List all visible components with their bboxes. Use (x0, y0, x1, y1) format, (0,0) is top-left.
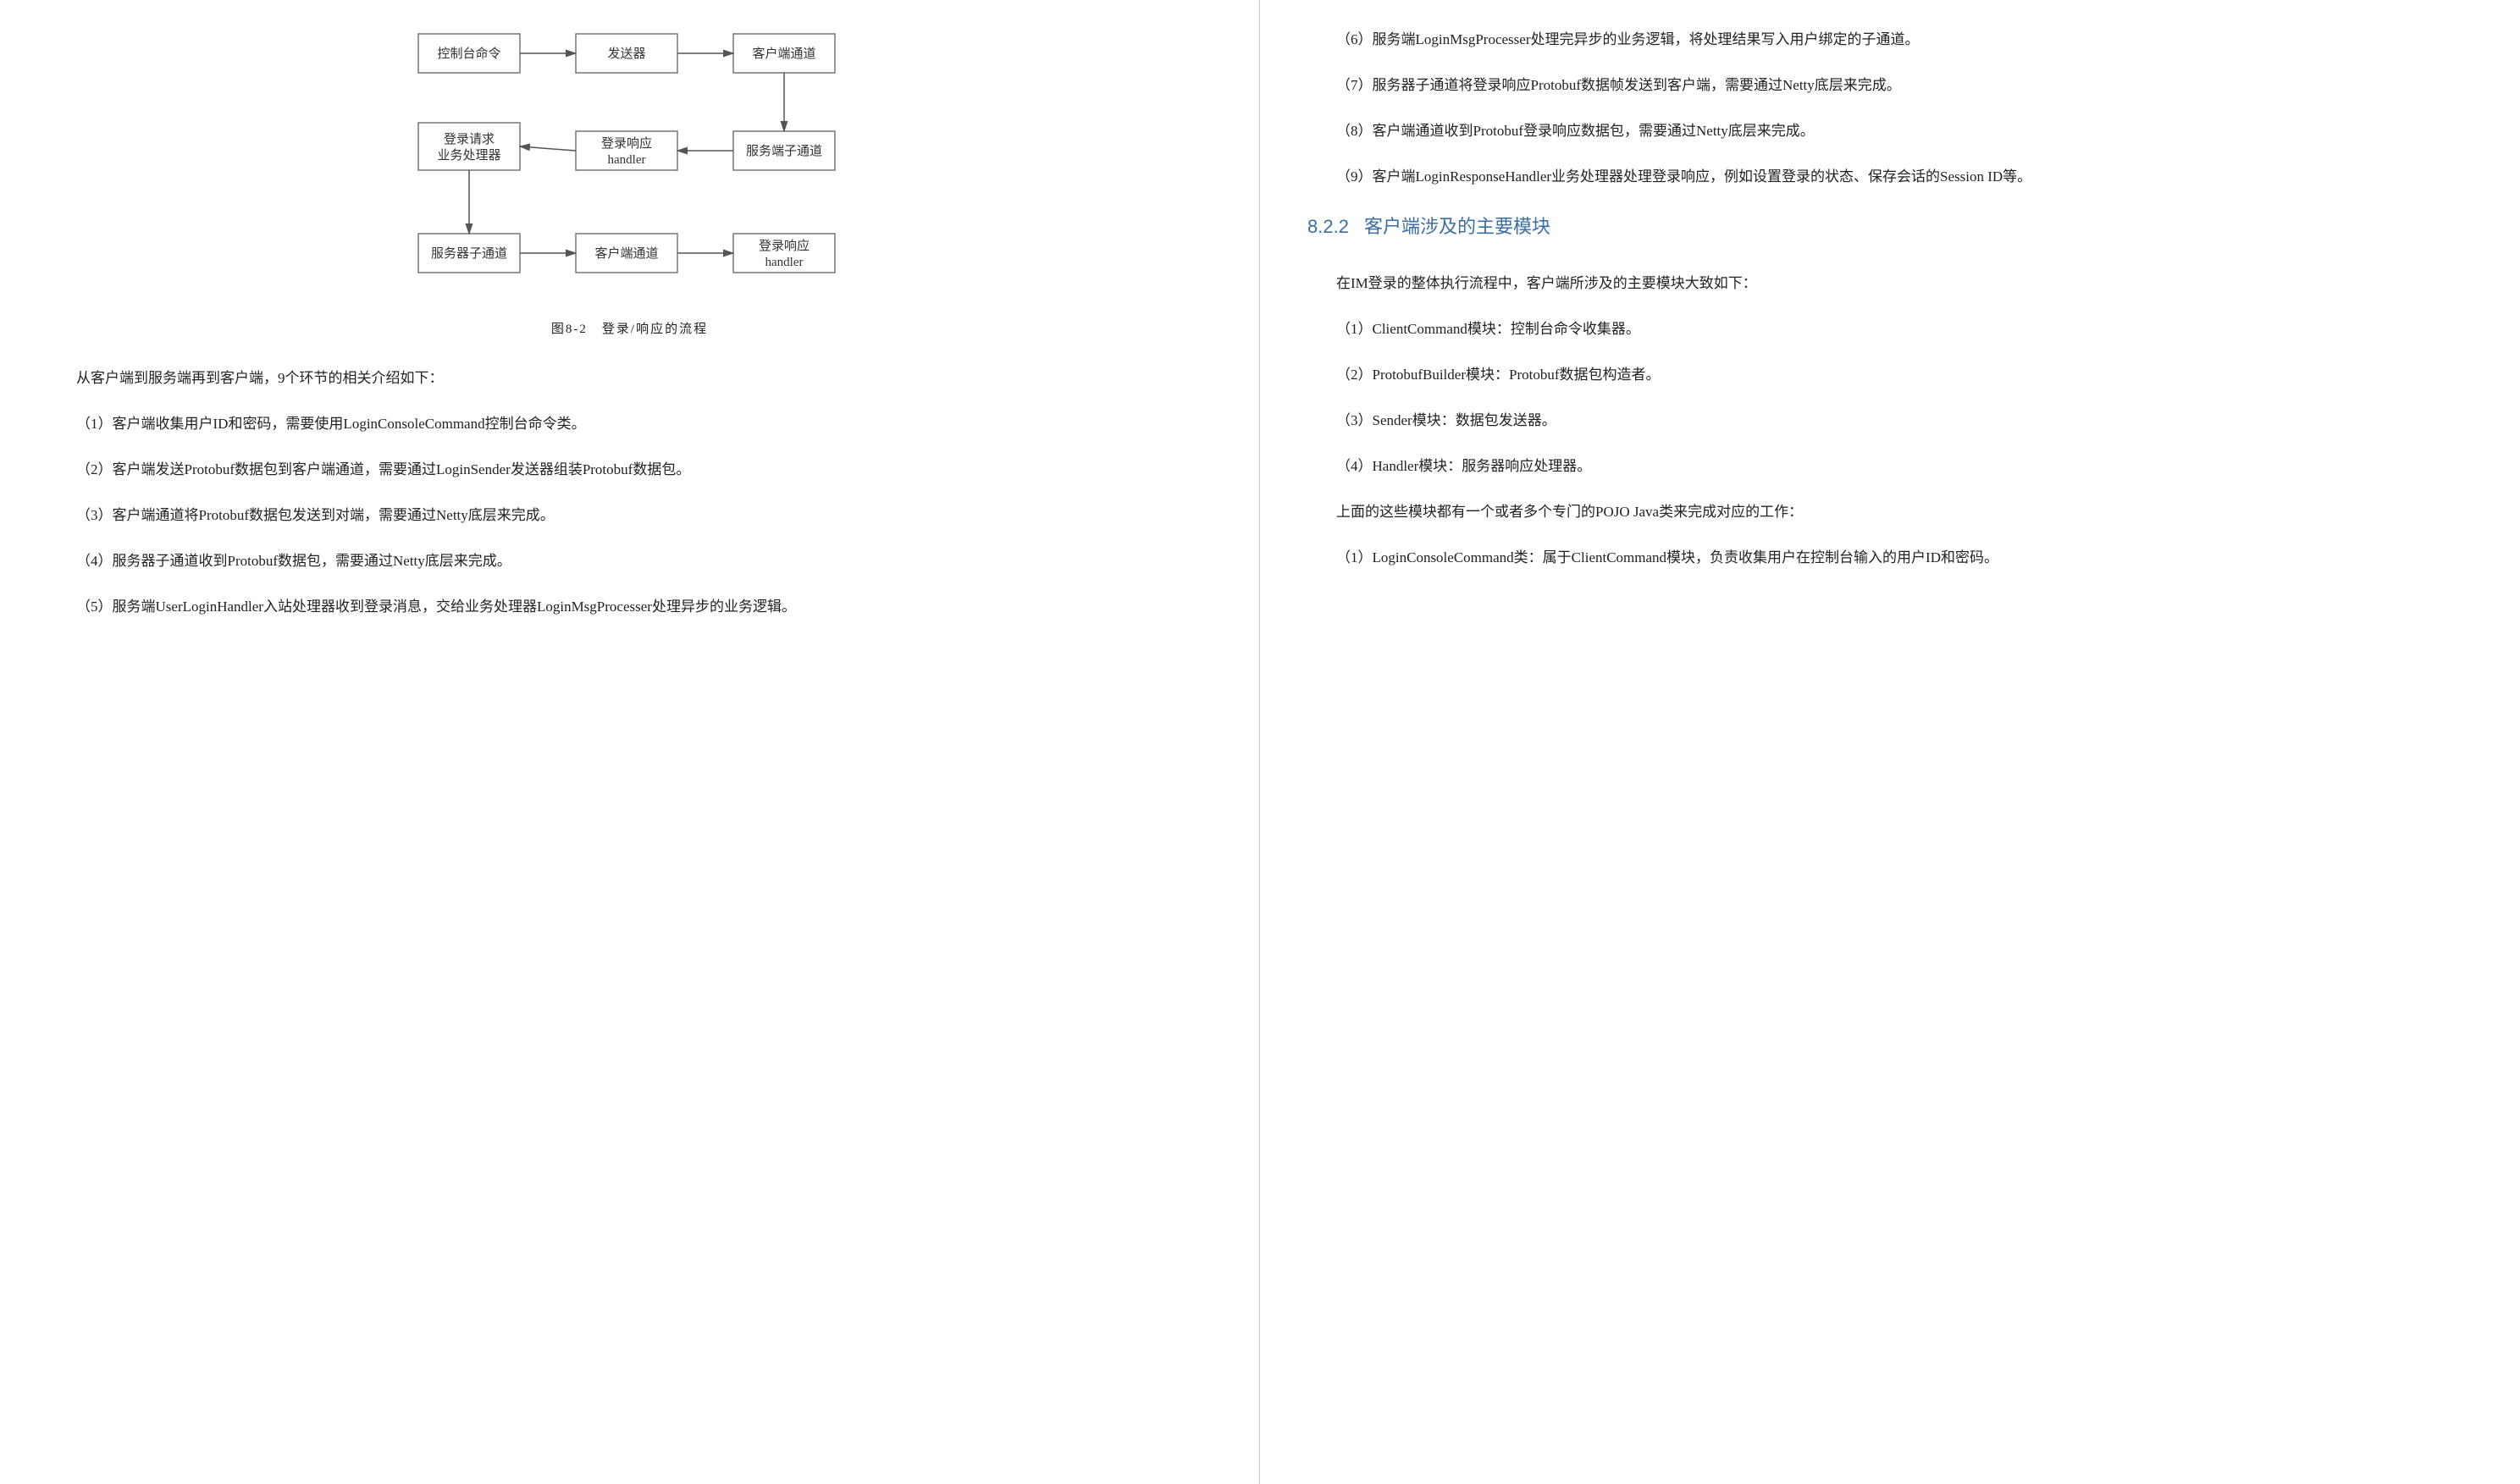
svg-text:业务处理器: 业务处理器 (437, 148, 500, 163)
module-4: （4）Handler模块：服务器响应处理器。 (1307, 452, 2473, 481)
intro-text: 从客户端到服务端再到客户端，9个环节的相关介绍如下： (47, 364, 1212, 393)
class-1: （1）LoginConsoleCommand类：属于ClientCommand模… (1307, 543, 2473, 572)
step-7: （7）服务器子通道将登录响应Protobuf数据帧发送到客户端，需要通过Nett… (1307, 71, 2473, 100)
step-3: （3）客户端通道将Protobuf数据包发送到对端，需要通过Netty底层来完成… (47, 501, 1212, 530)
left-page: 控制台命令发送器客户端通道登录请求业务处理器登录响应handler服务端子通道服… (0, 0, 1260, 1484)
figure-caption: 图8-2 登录/响应的流程 (47, 317, 1212, 342)
flow-diagram: 控制台命令发送器客户端通道登录请求业务处理器登录响应handler服务端子通道服… (393, 25, 867, 306)
svg-text:登录响应: 登录响应 (758, 238, 809, 253)
step-8: （8）客户端通道收到Protobuf登录响应数据包，需要通过Netty底层来完成… (1307, 117, 2473, 146)
step-9: （9）客户端LoginResponseHandler业务处理器处理登录响应，例如… (1307, 163, 2473, 191)
module-1: （1）ClientCommand模块：控制台命令收集器。 (1307, 315, 2473, 344)
classes-intro: 上面的这些模块都有一个或者多个专门的POJO Java类来完成对应的工作： (1307, 498, 2473, 527)
svg-text:登录响应: 登录响应 (600, 135, 651, 151)
modules-intro: 在IM登录的整体执行流程中，客户端所涉及的主要模块大致如下： (1307, 269, 2473, 298)
heading-title: 客户端涉及的主要模块 (1364, 216, 1550, 237)
module-3: （3）Sender模块：数据包发送器。 (1307, 406, 2473, 435)
right-page: （6）服务端LoginMsgProcesser处理完异步的业务逻辑，将处理结果写… (1260, 0, 2520, 1484)
svg-text:登录请求: 登录请求 (443, 132, 494, 146)
step-5: （5）服务端UserLoginHandler入站处理器收到登录消息，交给业务处理… (47, 593, 1212, 621)
module-2: （2）ProtobufBuilder模块：Protobuf数据包构造者。 (1307, 361, 2473, 389)
step-6: （6）服务端LoginMsgProcesser处理完异步的业务逻辑，将处理结果写… (1307, 25, 2473, 54)
svg-text:handler: handler (765, 256, 803, 269)
step-1: （1）客户端收集用户ID和密码，需要使用LoginConsoleCommand控… (47, 410, 1212, 439)
svg-text:发送器: 发送器 (607, 47, 645, 61)
svg-text:handler: handler (607, 153, 645, 167)
step-4: （4）服务器子通道收到Protobuf数据包，需要通过Netty底层来完成。 (47, 547, 1212, 576)
svg-text:控制台命令: 控制台命令 (437, 46, 500, 61)
heading-number: 8.2.2 (1307, 216, 1349, 237)
svg-text:服务端子通道: 服务端子通道 (745, 144, 821, 158)
svg-text:服务器子通道: 服务器子通道 (430, 246, 506, 261)
svg-text:客户端通道: 客户端通道 (752, 47, 815, 61)
step-2: （2）客户端发送Protobuf数据包到客户端通道，需要通过LoginSende… (47, 455, 1212, 484)
section-heading: 8.2.2 客户端涉及的主要模块 (1307, 208, 2473, 245)
svg-text:客户端通道: 客户端通道 (594, 246, 658, 261)
